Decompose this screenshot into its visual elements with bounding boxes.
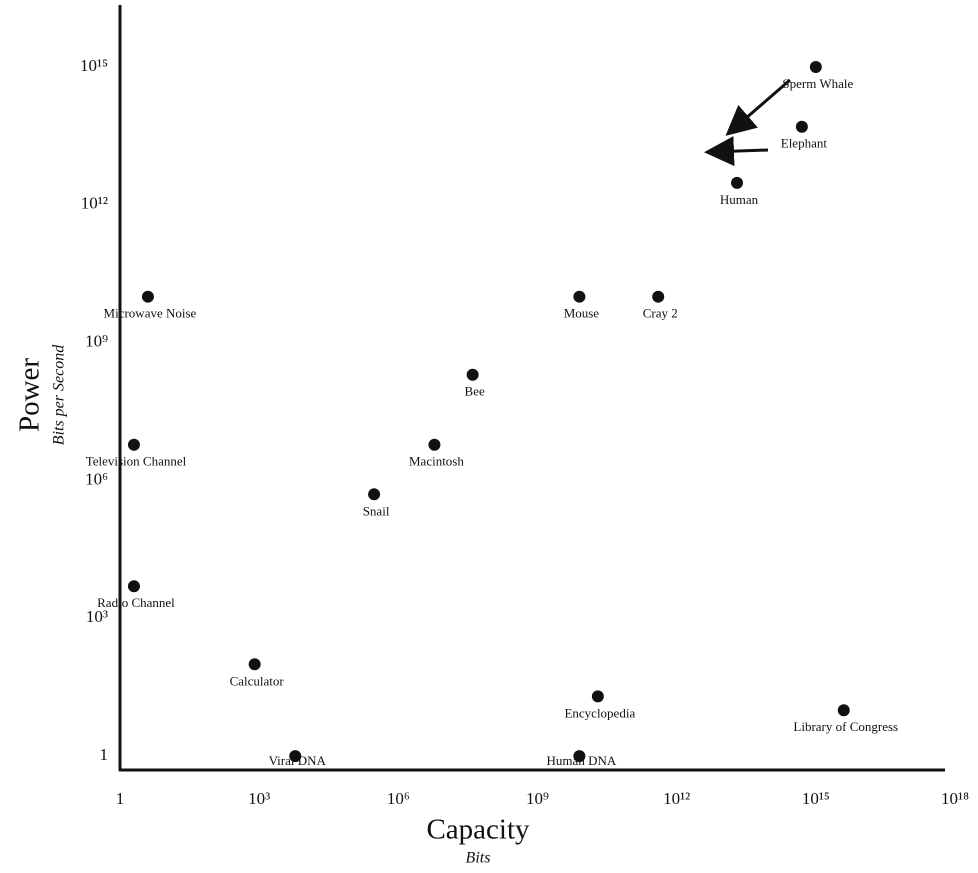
- point-label: Human DNA: [547, 753, 617, 768]
- point: [573, 291, 585, 303]
- point: [368, 488, 380, 500]
- point-label: Calculator: [230, 673, 285, 688]
- point: [810, 61, 822, 73]
- y-tick-label: 10¹⁵: [80, 56, 108, 75]
- point-label: Viral DNA: [269, 753, 327, 768]
- point: [128, 439, 140, 451]
- point-label: Elephant: [781, 136, 828, 151]
- y-tick-label: 10⁶: [85, 469, 108, 488]
- point-label: Snail: [363, 503, 390, 518]
- point-label: Microwave Noise: [104, 306, 197, 321]
- point: [467, 369, 479, 381]
- y-axis-subtitle: Bits per Second: [51, 344, 68, 445]
- y-tick-label: 10¹²: [81, 194, 108, 213]
- x-tick-label: 10⁶: [387, 789, 410, 808]
- point-label: Encyclopedia: [564, 705, 635, 720]
- point: [128, 580, 140, 592]
- point-label: Radio Channel: [97, 595, 175, 610]
- y-tick-label: 10⁹: [85, 332, 108, 351]
- x-axis-title: Capacity: [426, 814, 530, 846]
- y-axis-title: Power: [14, 358, 46, 432]
- point: [796, 121, 808, 133]
- x-axis-subtitle: Bits: [466, 850, 491, 867]
- point: [652, 291, 664, 303]
- y-tick-label: 1: [100, 745, 109, 764]
- x-tick-label: 10¹²: [663, 789, 690, 808]
- point-label: Library of Congress: [793, 719, 898, 734]
- point-label: Cray 2: [643, 306, 678, 321]
- point-label: Macintosh: [409, 454, 464, 469]
- arrow: [710, 150, 768, 152]
- chart: Capacity Bits Power Bits per Second 1 10³…: [0, 0, 978, 873]
- point-label: Bee: [465, 384, 485, 399]
- x-tick-label: 10¹⁸: [941, 789, 969, 808]
- point: [838, 704, 850, 716]
- x-tick-label: 10¹⁵: [802, 789, 830, 808]
- x-tick-label: 10⁹: [526, 789, 549, 808]
- point: [249, 658, 261, 670]
- point-label: Human: [720, 192, 759, 207]
- x-tick-label: 1: [116, 789, 125, 808]
- point: [428, 439, 440, 451]
- page: {"chart_data": { "type": "scatter", "x_l…: [0, 0, 978, 873]
- arrow: [730, 80, 790, 132]
- point-label: Television Channel: [86, 454, 187, 469]
- point: [142, 291, 154, 303]
- point-label: Sperm Whale: [782, 76, 853, 91]
- point: [592, 690, 604, 702]
- point: [731, 177, 743, 189]
- point-label: Mouse: [564, 306, 600, 321]
- x-tick-label: 10³: [248, 789, 270, 808]
